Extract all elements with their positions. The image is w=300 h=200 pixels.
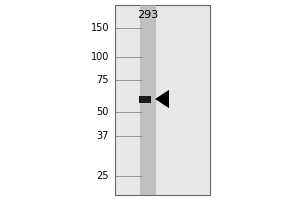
Bar bbox=[115, 5, 210, 195]
Bar bbox=[140, 5, 156, 195]
Text: 100: 100 bbox=[91, 52, 109, 62]
Bar bbox=[139, 96, 151, 102]
Text: 293: 293 bbox=[137, 10, 159, 20]
Polygon shape bbox=[155, 90, 169, 108]
Text: 25: 25 bbox=[97, 171, 109, 181]
Text: 75: 75 bbox=[97, 75, 109, 85]
Text: 50: 50 bbox=[97, 107, 109, 117]
Text: 37: 37 bbox=[97, 131, 109, 141]
Text: 150: 150 bbox=[91, 23, 109, 33]
